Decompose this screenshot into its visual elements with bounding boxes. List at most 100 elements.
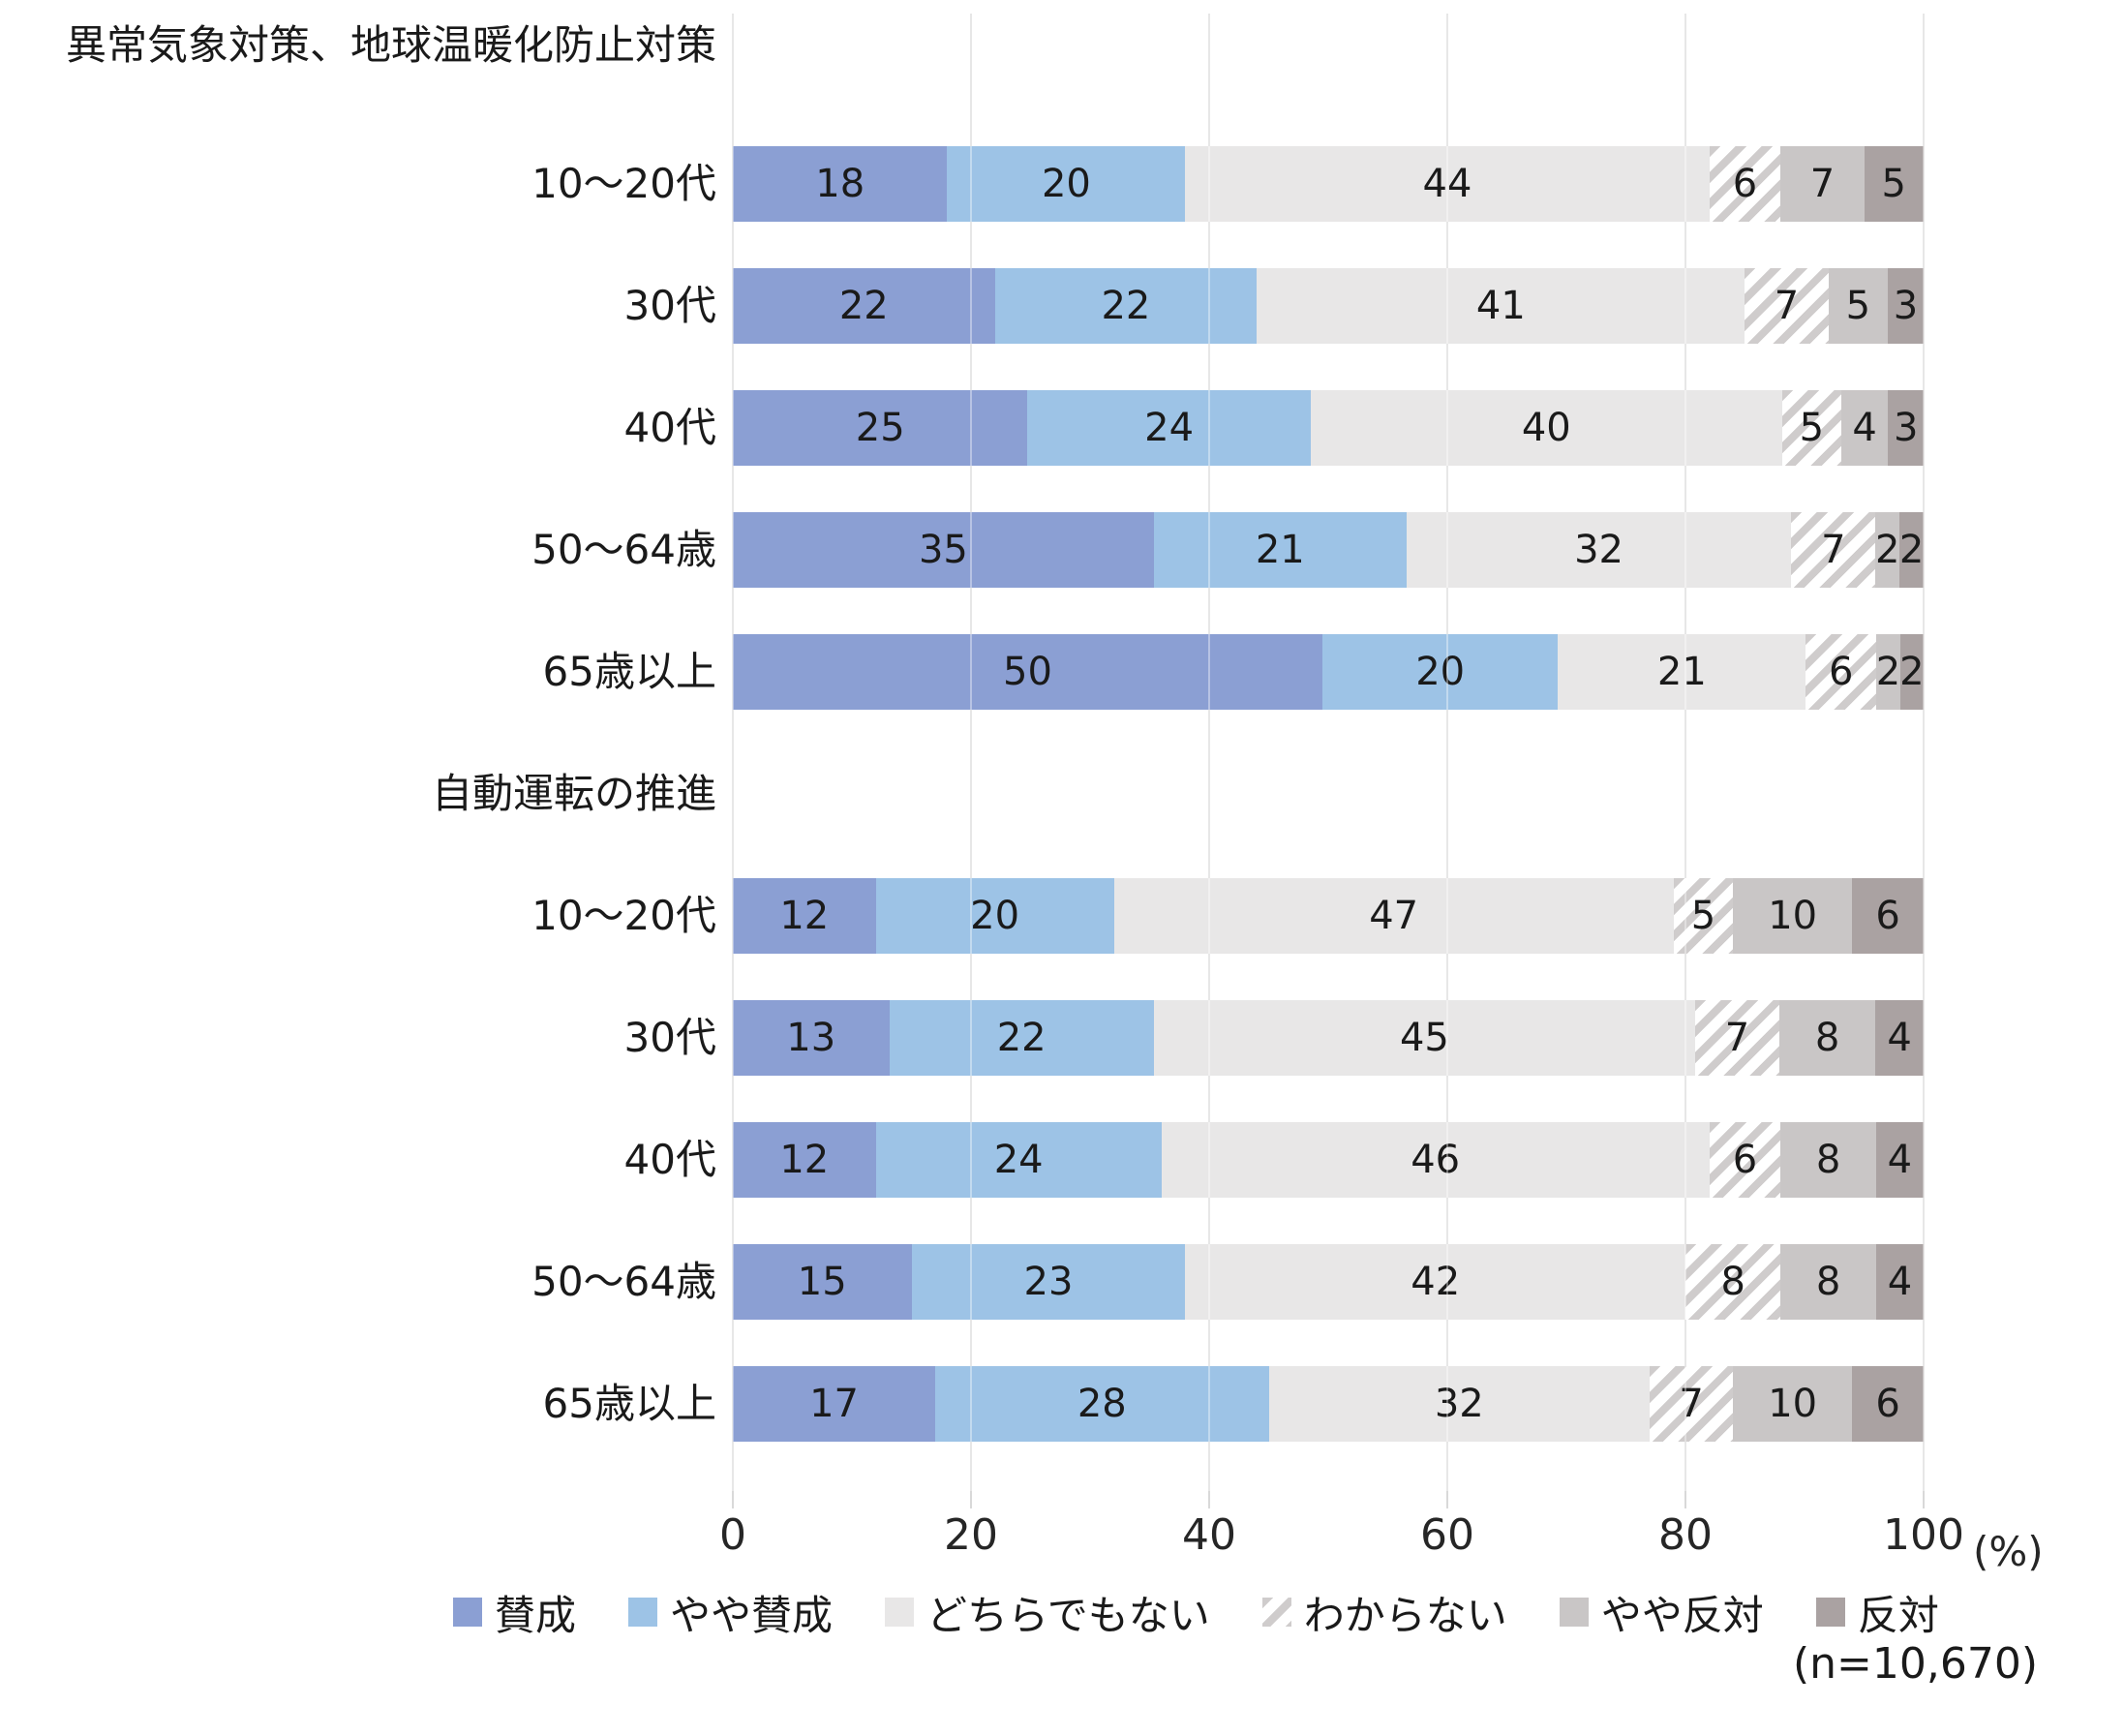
bar-segment-value: 23: [1023, 1260, 1074, 1304]
group-title-autodrive: 自動運転の推進: [431, 770, 716, 817]
bar-segment: 45: [1153, 1000, 1695, 1076]
bar-segment: 3: [1888, 390, 1924, 466]
bar-segment: 15: [733, 1244, 912, 1320]
bar-segment-value: 8: [1815, 1260, 1841, 1304]
bar-segment: 13: [733, 1000, 890, 1076]
bar: 22 22 41 7 5 3: [733, 268, 1924, 344]
bar-segment: 35: [733, 512, 1154, 588]
bar-segment: 24: [1027, 390, 1311, 466]
bar-segment: 20: [947, 146, 1186, 222]
legend-swatch: [1261, 1598, 1291, 1627]
bar-segment-value: 7: [1724, 1016, 1750, 1060]
legend-label: どちらでもない: [926, 1591, 1210, 1639]
bar-segment-value: 25: [855, 406, 905, 450]
bar-segment-value: 32: [1574, 528, 1623, 572]
bar-segment: 25: [733, 390, 1028, 466]
sample-size-note: (n=10,670): [1792, 1639, 2038, 1689]
bar-segment-value: 3: [1893, 284, 1919, 328]
bar-segment-value: 7: [1809, 162, 1836, 206]
bar-segment: 4: [1875, 1122, 1924, 1198]
bar-segment-value: 4: [1887, 1260, 1913, 1304]
x-axis-tick-label: 20: [944, 1510, 998, 1560]
x-axis-tickmark: [1684, 1491, 1686, 1508]
row-label: 40代: [623, 404, 716, 451]
bar-segment-value: 20: [970, 894, 1020, 938]
row-label: 10〜20代: [531, 160, 716, 207]
bar: 13 22 45 7 8 4: [733, 1000, 1924, 1076]
bar: 12 20 47 5 10 6: [733, 878, 1924, 954]
bar: 25 24 40 5 4 3: [733, 390, 1924, 466]
row-label: 10〜20代: [531, 892, 716, 939]
bar-segment: 17: [733, 1366, 936, 1442]
bar-segment: 7: [1780, 146, 1865, 222]
bar-segment: 8: [1780, 1122, 1876, 1198]
legend-swatch: [1815, 1598, 1845, 1627]
bar-segment-value: 24: [1144, 406, 1195, 450]
bar: 18 20 44 6 7 5: [733, 146, 1924, 222]
legend-label: わからない: [1303, 1591, 1507, 1639]
bar-segment-value: 5: [1690, 894, 1716, 938]
bar-segment: 6: [1805, 634, 1877, 710]
bar-segment-value: 40: [1521, 406, 1571, 450]
bar-segment: 7: [1745, 268, 1829, 344]
x-axis-tickmark: [1446, 1491, 1448, 1508]
bar-segment: 7: [1650, 1366, 1734, 1442]
gridline-overlay: [1446, 14, 1448, 1491]
bar-segment: 22: [733, 268, 995, 344]
bar-segment-value: 8: [1720, 1260, 1745, 1304]
bar-segment: 20: [1321, 634, 1559, 710]
bar-segment-value: 22: [1101, 284, 1151, 328]
bar-segment: 24: [875, 1122, 1162, 1198]
legend-swatch: [453, 1598, 482, 1627]
bar: 12 24 46 6 8 4: [733, 1122, 1924, 1198]
bar-segment-value: 44: [1422, 162, 1472, 206]
gridline-overlay: [732, 14, 734, 1491]
gridline: [1208, 14, 1210, 1491]
bar-segment: 3: [1888, 268, 1924, 344]
bar-segment-value: 6: [1875, 894, 1900, 938]
bar-segment-value: 2: [1899, 650, 1925, 694]
bar-segment: 22: [889, 1000, 1154, 1076]
bar-segment-value: 21: [1255, 528, 1305, 572]
x-axis-tick-label: 60: [1420, 1510, 1474, 1560]
bar-segment-value: 6: [1732, 1138, 1758, 1182]
row-label: 65歳以上: [542, 1380, 716, 1427]
bar-segment: 6: [1709, 146, 1781, 222]
x-axis-tick-label: 0: [719, 1510, 746, 1560]
bar-segment-value: 2: [1898, 528, 1925, 572]
bar-segment-value: 20: [1041, 162, 1091, 206]
row-label: 50〜64歳: [531, 1258, 716, 1305]
bar-segment-value: 6: [1829, 650, 1854, 694]
bar-segment-value: 12: [779, 1138, 830, 1182]
bar-segment: 18: [733, 146, 948, 222]
bar-segment-value: 5: [1881, 162, 1906, 206]
x-axis-tick-label: 100: [1883, 1510, 1964, 1560]
row-label: 65歳以上: [542, 648, 716, 695]
bar-segment: 8: [1685, 1244, 1781, 1320]
bar-segment: 4: [1840, 390, 1889, 466]
gridline-overlay: [1923, 14, 1925, 1491]
gridline-overlay: [1684, 14, 1686, 1491]
gridline: [970, 14, 972, 1491]
bar-segment-value: 7: [1774, 284, 1800, 328]
bar-segment: 12: [733, 878, 876, 954]
bar-segment: 6: [1852, 1366, 1924, 1442]
bar-segment: 50: [733, 634, 1322, 710]
bar-segment-value: 7: [1821, 528, 1846, 572]
legend-item: 反対: [1815, 1583, 1939, 1642]
bar-segment-value: 17: [809, 1382, 859, 1426]
bar-segment-value: 32: [1434, 1382, 1484, 1426]
bar-segment-value: 21: [1656, 650, 1707, 694]
bar-segment: 6: [1709, 1122, 1781, 1198]
legend-swatch: [628, 1598, 658, 1627]
gridline: [1923, 14, 1925, 1491]
x-axis-tick-label: 40: [1182, 1510, 1236, 1560]
bar-segment: 2: [1899, 634, 1925, 710]
bar-segment-value: 24: [993, 1138, 1044, 1182]
bar-segment: 10: [1733, 878, 1853, 954]
bar-segment-value: 45: [1399, 1016, 1449, 1060]
row-label: 40代: [623, 1136, 716, 1183]
gridline-overlay: [1208, 14, 1210, 1491]
bar-segment-value: 4: [1852, 406, 1877, 450]
